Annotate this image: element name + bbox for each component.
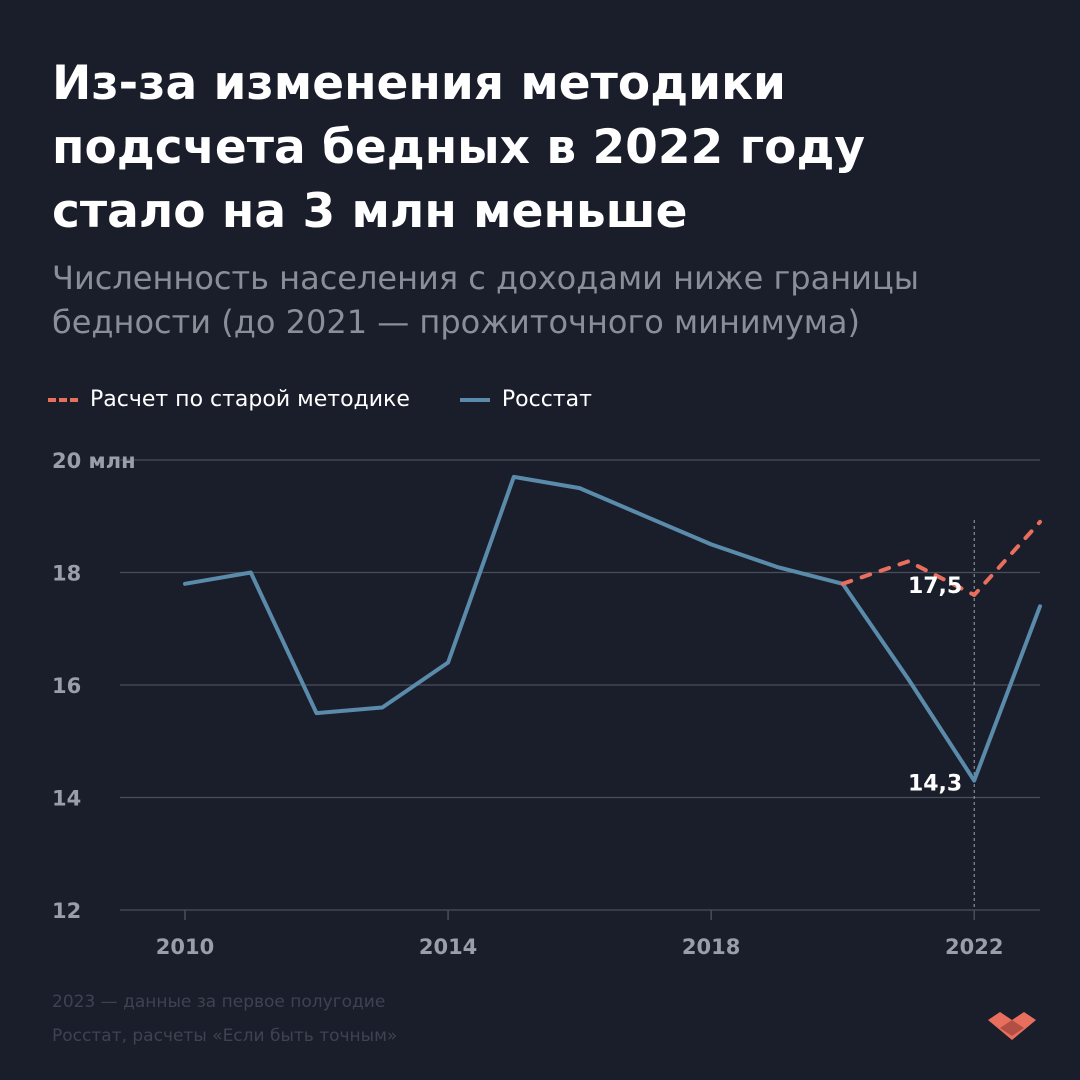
x-tick-label: 2018 (682, 935, 740, 959)
subtitle-line: Численность населения с доходами ниже гр… (52, 259, 919, 297)
y-tick-label: 18 (52, 562, 81, 586)
x-tick-label: 2014 (419, 935, 477, 959)
title-line: подсчета бедных в 2022 году (52, 120, 866, 175)
y-tick-label: 16 (52, 674, 81, 698)
legend-label-old-method: Расчет по старой методике (90, 387, 410, 412)
data-label: 14,3 (908, 772, 962, 797)
chart-subtitle: Численность населения с доходами ниже гр… (52, 256, 1042, 344)
x-tick-label: 2022 (945, 935, 1003, 959)
series-line-old-method (840, 519, 1042, 597)
chart-title: Из-за изменения методики подсчета бедных… (52, 52, 1012, 244)
legend-label-rosstat: Росстат (501, 387, 592, 412)
series-line-rosstat (183, 474, 1042, 783)
subtitle-line: бедности (до 2021 — прожиточного минимум… (52, 303, 860, 341)
title-line: Из-за изменения методики (52, 56, 786, 111)
footnote-source: Росстат, расчеты «Если быть точным» (52, 1026, 398, 1046)
x-tick-label: 2010 (156, 935, 214, 959)
legend-item-rosstat: Росстат (459, 387, 592, 412)
brand-logo (988, 1012, 1036, 1040)
legend-swatch-solid (459, 397, 490, 402)
y-tick-label: 20 млн (52, 449, 136, 473)
chart-legend: Расчет по старой методике Росстат (48, 387, 642, 412)
y-tick-label: 14 (52, 787, 81, 811)
legend-item-old-method: Расчет по старой методике (48, 387, 410, 412)
logo-shape-inner (1000, 1020, 1024, 1036)
title-line: стало на 3 млн меньше (52, 184, 688, 239)
y-tick-label: 12 (52, 899, 81, 923)
legend-swatch-dashed (48, 397, 78, 402)
footnote-period: 2023 — данные за первое полугодие (52, 992, 386, 1012)
data-label: 17,5 (908, 574, 962, 599)
